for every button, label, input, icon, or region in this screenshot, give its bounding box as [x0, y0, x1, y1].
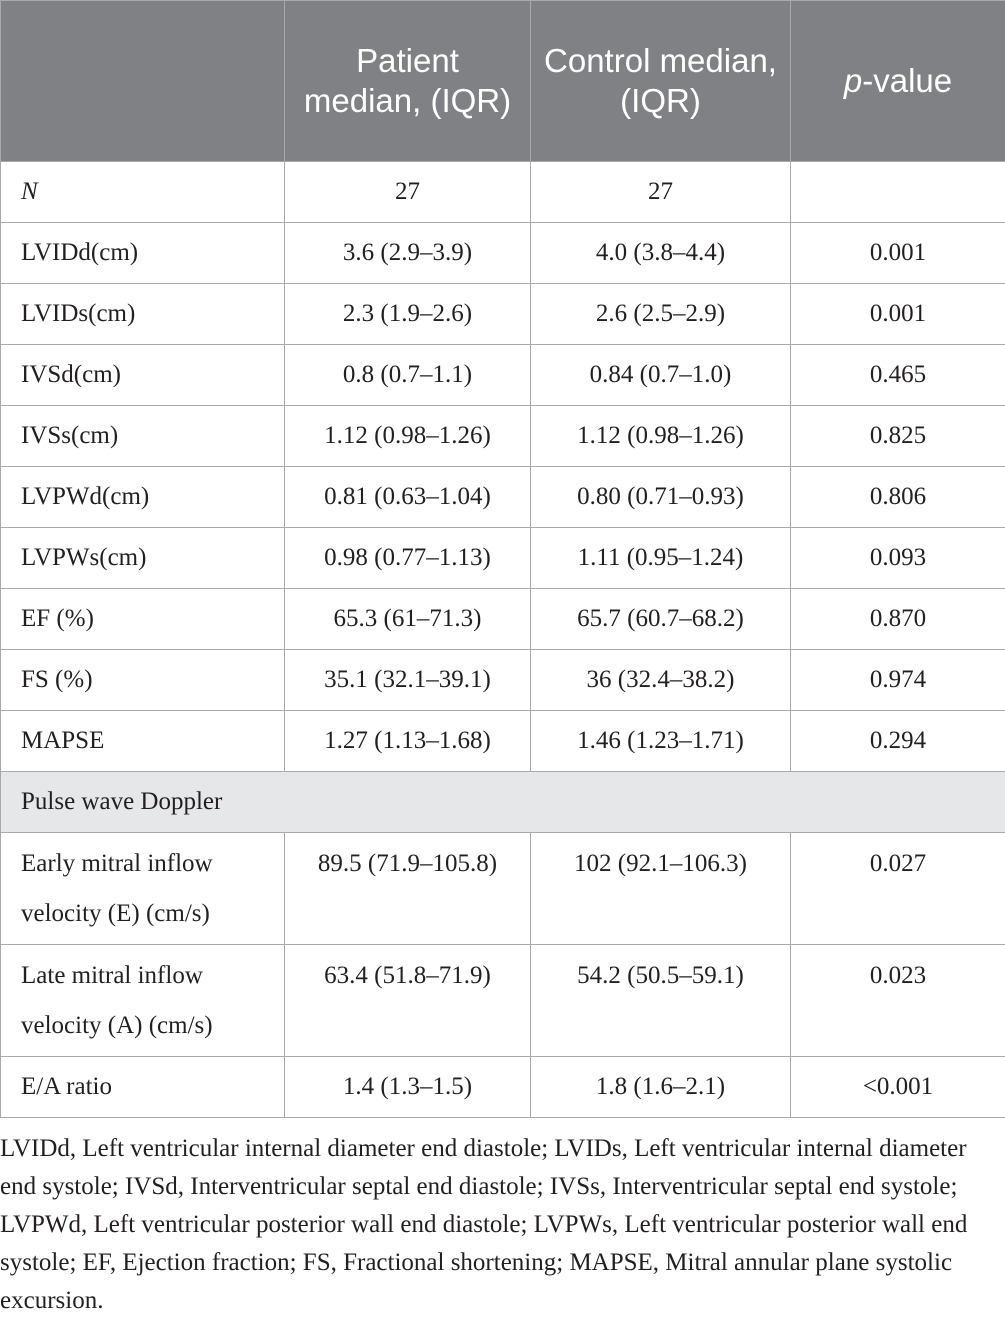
- control-cell: 36 (32.4–38.2): [530, 649, 791, 711]
- table-row: IVSs(cm) 1.12 (0.98–1.26) 1.12 (0.98–1.2…: [0, 405, 1005, 467]
- row-label: LVIDd(cm): [0, 222, 285, 284]
- table-row: N 27 27: [0, 161, 1005, 223]
- p-cell: 0.093: [790, 527, 1005, 589]
- row-label: LVPWs(cm): [0, 527, 285, 589]
- patient-cell: 3.6 (2.9–3.9): [284, 222, 531, 284]
- patient-cell: 0.81 (0.63–1.04): [284, 466, 531, 528]
- section-label: Pulse wave Doppler: [0, 771, 1005, 833]
- table-row: IVSd(cm) 0.8 (0.7–1.1) 0.84 (0.7–1.0) 0.…: [0, 344, 1005, 406]
- header-patient: Patient median, (IQR): [284, 0, 531, 162]
- control-cell: 27: [530, 161, 791, 223]
- patient-cell: 1.4 (1.3–1.5): [284, 1056, 531, 1118]
- control-cell: 102 (92.1–106.3): [530, 832, 791, 945]
- header-blank: [0, 0, 285, 162]
- section-row: Pulse wave Doppler: [0, 771, 1005, 833]
- patient-cell: 2.3 (1.9–2.6): [284, 283, 531, 345]
- header-p-value: p-value: [790, 0, 1005, 162]
- control-cell: 0.84 (0.7–1.0): [530, 344, 791, 406]
- table-row: MAPSE 1.27 (1.13–1.68) 1.46 (1.23–1.71) …: [0, 710, 1005, 772]
- control-cell: 4.0 (3.8–4.4): [530, 222, 791, 284]
- patient-cell: 27: [284, 161, 531, 223]
- patient-cell: 0.8 (0.7–1.1): [284, 344, 531, 406]
- header-p-rest: -value: [862, 62, 953, 99]
- row-label: FS (%): [0, 649, 285, 711]
- patient-cell: 1.27 (1.13–1.68): [284, 710, 531, 772]
- table-row: E/A ratio 1.4 (1.3–1.5) 1.8 (1.6–2.1) <0…: [0, 1056, 1005, 1118]
- table-footnote: LVIDd, Left ventricular internal diamete…: [0, 1135, 968, 1314]
- row-label: IVSd(cm): [0, 344, 285, 406]
- control-cell: 2.6 (2.5–2.9): [530, 283, 791, 345]
- p-cell: 0.825: [790, 405, 1005, 467]
- p-cell: 0.027: [790, 832, 1005, 945]
- row-label: Late mitral inflow velocity (A) (cm/s): [0, 944, 285, 1057]
- patient-cell: 1.12 (0.98–1.26): [284, 405, 531, 467]
- p-cell: 0.974: [790, 649, 1005, 711]
- control-cell: 0.80 (0.71–0.93): [530, 466, 791, 528]
- header-control: Control median, (IQR): [530, 0, 791, 162]
- p-cell: 0.294: [790, 710, 1005, 772]
- patient-cell: 89.5 (71.9–105.8): [284, 832, 531, 945]
- table-row: FS (%) 35.1 (32.1–39.1) 36 (32.4–38.2) 0…: [0, 649, 1005, 711]
- p-cell: 0.001: [790, 222, 1005, 284]
- table-row: LVPWd(cm) 0.81 (0.63–1.04) 0.80 (0.71–0.…: [0, 466, 1005, 528]
- table-row: LVPWs(cm) 0.98 (0.77–1.13) 1.11 (0.95–1.…: [0, 527, 1005, 589]
- table-row: Late mitral inflow velocity (A) (cm/s) 6…: [0, 944, 1005, 1057]
- row-label: LVIDs(cm): [0, 283, 285, 345]
- patient-cell: 0.98 (0.77–1.13): [284, 527, 531, 589]
- control-cell: 54.2 (50.5–59.1): [530, 944, 791, 1057]
- p-cell: 0.465: [790, 344, 1005, 406]
- control-cell: 1.12 (0.98–1.26): [530, 405, 791, 467]
- patient-cell: 65.3 (61–71.3): [284, 588, 531, 650]
- p-cell: <0.001: [790, 1056, 1005, 1118]
- table-row: EF (%) 65.3 (61–71.3) 65.7 (60.7–68.2) 0…: [0, 588, 1005, 650]
- echo-table: Patient median, (IQR) Control median, (I…: [0, 0, 1005, 1118]
- table-row: LVIDd(cm) 3.6 (2.9–3.9) 4.0 (3.8–4.4) 0.…: [0, 222, 1005, 284]
- row-label: EF (%): [0, 588, 285, 650]
- table-row: LVIDs(cm) 2.3 (1.9–2.6) 2.6 (2.5–2.9) 0.…: [0, 283, 1005, 345]
- p-cell: [790, 161, 1005, 223]
- control-cell: 65.7 (60.7–68.2): [530, 588, 791, 650]
- row-label: MAPSE: [0, 710, 285, 772]
- patient-cell: 35.1 (32.1–39.1): [284, 649, 531, 711]
- control-cell: 1.8 (1.6–2.1): [530, 1056, 791, 1118]
- header-p-italic: p: [843, 62, 863, 99]
- p-cell: 0.001: [790, 283, 1005, 345]
- control-cell: 1.46 (1.23–1.71): [530, 710, 791, 772]
- row-label: IVSs(cm): [0, 405, 285, 467]
- row-label: LVPWd(cm): [0, 466, 285, 528]
- row-label: E/A ratio: [0, 1056, 285, 1118]
- row-label: Early mitral inflow velocity (E) (cm/s): [0, 832, 285, 945]
- row-label: N: [0, 161, 285, 223]
- p-cell: 0.870: [790, 588, 1005, 650]
- control-cell: 1.11 (0.95–1.24): [530, 527, 791, 589]
- p-cell: 0.806: [790, 466, 1005, 528]
- header-row: Patient median, (IQR) Control median, (I…: [0, 0, 1005, 162]
- table-row: Early mitral inflow velocity (E) (cm/s) …: [0, 832, 1005, 945]
- patient-cell: 63.4 (51.8–71.9): [284, 944, 531, 1057]
- p-cell: 0.023: [790, 944, 1005, 1057]
